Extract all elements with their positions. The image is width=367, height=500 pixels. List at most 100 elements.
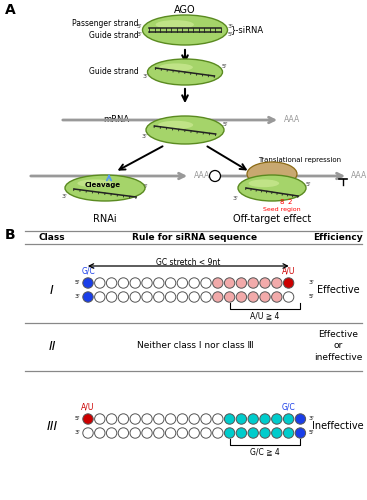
Ellipse shape — [148, 59, 222, 85]
Circle shape — [283, 428, 294, 438]
Ellipse shape — [238, 175, 306, 201]
Circle shape — [130, 278, 141, 288]
Circle shape — [83, 292, 93, 302]
Circle shape — [166, 414, 176, 424]
Circle shape — [295, 428, 306, 438]
Circle shape — [177, 428, 188, 438]
Text: 3': 3' — [142, 74, 148, 80]
Circle shape — [260, 292, 270, 302]
Text: AAA: AAA — [284, 116, 300, 124]
Text: Ineffective: Ineffective — [312, 421, 364, 431]
Text: G/C: G/C — [81, 266, 95, 275]
Circle shape — [210, 170, 221, 181]
Circle shape — [130, 428, 141, 438]
Text: mRNA: mRNA — [103, 116, 129, 124]
Circle shape — [224, 292, 235, 302]
Text: A/U: A/U — [81, 402, 95, 411]
Circle shape — [142, 414, 152, 424]
Circle shape — [154, 278, 164, 288]
Ellipse shape — [247, 162, 297, 186]
Circle shape — [142, 278, 152, 288]
Circle shape — [166, 428, 176, 438]
Ellipse shape — [65, 175, 145, 201]
Text: GC stretch < 9nt: GC stretch < 9nt — [156, 258, 221, 267]
Circle shape — [236, 414, 247, 424]
Circle shape — [260, 428, 270, 438]
Text: 3': 3' — [232, 196, 238, 200]
Text: Passenger strand: Passenger strand — [73, 20, 139, 28]
Text: II: II — [48, 340, 56, 352]
Text: AAA: AAA — [194, 172, 210, 180]
Text: 5': 5' — [228, 32, 234, 36]
Circle shape — [224, 278, 235, 288]
Circle shape — [248, 428, 258, 438]
Circle shape — [189, 428, 199, 438]
Text: AAA: AAA — [351, 172, 367, 180]
Circle shape — [224, 414, 235, 424]
Text: A/U: A/U — [282, 266, 295, 275]
Circle shape — [142, 428, 152, 438]
Circle shape — [224, 428, 235, 438]
Circle shape — [201, 428, 211, 438]
Ellipse shape — [142, 15, 228, 45]
Ellipse shape — [159, 64, 193, 71]
Circle shape — [260, 278, 270, 288]
Text: Efficiency: Efficiency — [313, 234, 363, 242]
Circle shape — [118, 428, 128, 438]
Circle shape — [248, 292, 258, 302]
Text: 5': 5' — [143, 184, 149, 190]
Text: 5': 5' — [74, 416, 80, 422]
Text: 3': 3' — [74, 430, 80, 436]
Circle shape — [283, 414, 294, 424]
Text: Guide strand: Guide strand — [89, 32, 139, 40]
Circle shape — [248, 414, 258, 424]
Text: }-siRNA: }-siRNA — [231, 26, 264, 35]
Text: 5': 5' — [308, 430, 314, 436]
Circle shape — [189, 414, 199, 424]
Circle shape — [177, 278, 188, 288]
Circle shape — [283, 292, 294, 302]
Text: Class: Class — [39, 234, 65, 242]
Text: 3': 3' — [308, 280, 314, 285]
Text: Effective
or
ineffective: Effective or ineffective — [314, 330, 362, 362]
Circle shape — [201, 278, 211, 288]
Circle shape — [166, 278, 176, 288]
Text: G/C: G/C — [282, 402, 295, 411]
Circle shape — [106, 278, 117, 288]
Text: 5': 5' — [308, 294, 314, 300]
Circle shape — [118, 414, 128, 424]
Circle shape — [154, 414, 164, 424]
Circle shape — [177, 292, 188, 302]
Circle shape — [272, 428, 282, 438]
Text: 5': 5' — [74, 280, 80, 285]
Circle shape — [154, 292, 164, 302]
Circle shape — [295, 414, 306, 424]
Ellipse shape — [248, 180, 279, 187]
Ellipse shape — [158, 121, 193, 129]
Text: Cleavage: Cleavage — [85, 182, 121, 188]
Circle shape — [201, 414, 211, 424]
Text: 2: 2 — [288, 199, 292, 205]
Circle shape — [177, 414, 188, 424]
Circle shape — [130, 414, 141, 424]
Text: AGO: AGO — [174, 5, 196, 15]
Ellipse shape — [146, 116, 224, 144]
Circle shape — [166, 292, 176, 302]
Text: 5': 5' — [136, 24, 142, 28]
Circle shape — [95, 292, 105, 302]
Ellipse shape — [77, 180, 113, 187]
Circle shape — [106, 292, 117, 302]
Text: A/U ≧ 4: A/U ≧ 4 — [250, 311, 280, 320]
Text: Guide strand: Guide strand — [89, 68, 139, 76]
Text: G/C ≧ 4: G/C ≧ 4 — [250, 447, 280, 456]
Circle shape — [95, 414, 105, 424]
Circle shape — [118, 292, 128, 302]
Text: A: A — [5, 3, 16, 17]
Text: 3': 3' — [61, 194, 67, 200]
Circle shape — [212, 278, 223, 288]
Text: III: III — [46, 420, 58, 432]
Circle shape — [142, 292, 152, 302]
Circle shape — [260, 414, 270, 424]
Circle shape — [236, 278, 247, 288]
Circle shape — [212, 428, 223, 438]
